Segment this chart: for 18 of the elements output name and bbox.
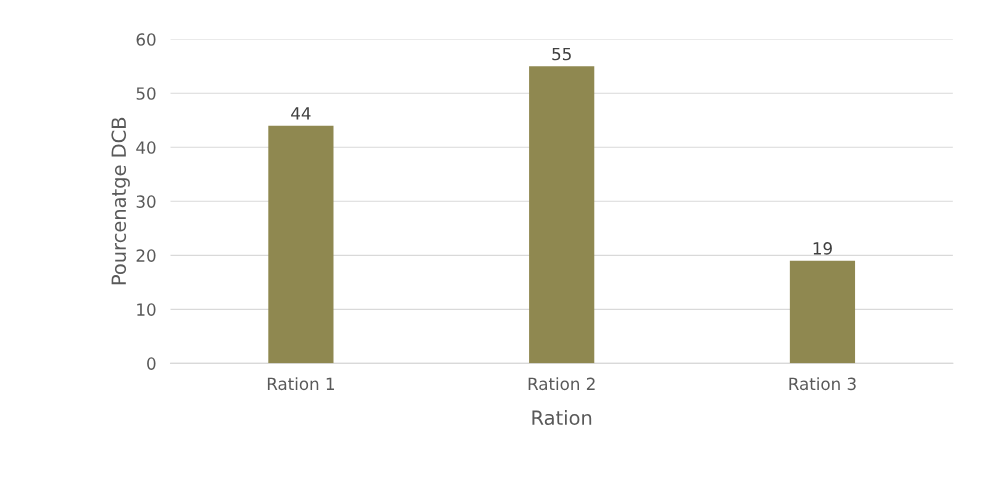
data-label: 55 <box>552 47 571 61</box>
bar <box>268 125 334 364</box>
bar <box>789 260 856 364</box>
x-tick-label: Ration 2 <box>528 377 595 391</box>
y-tick-label: 60 <box>136 33 156 46</box>
y-axis-title: Pourcenatge DCB <box>111 117 130 285</box>
y-tick-label: 0 <box>147 357 156 370</box>
data-label: 44 <box>291 107 311 120</box>
y-tick-label: 30 <box>136 195 156 208</box>
x-tick-label: Ration 1 <box>267 377 334 391</box>
x-tick-label: Ration 3 <box>789 377 856 391</box>
data-label: 19 <box>813 242 832 255</box>
y-tick-label: 10 <box>137 303 156 316</box>
y-tick-label: 20 <box>136 249 156 262</box>
y-tick-label: 50 <box>136 87 156 100</box>
y-tick-label: 40 <box>136 141 156 154</box>
bar <box>529 66 595 364</box>
x-axis-title: Ration <box>532 410 592 426</box>
